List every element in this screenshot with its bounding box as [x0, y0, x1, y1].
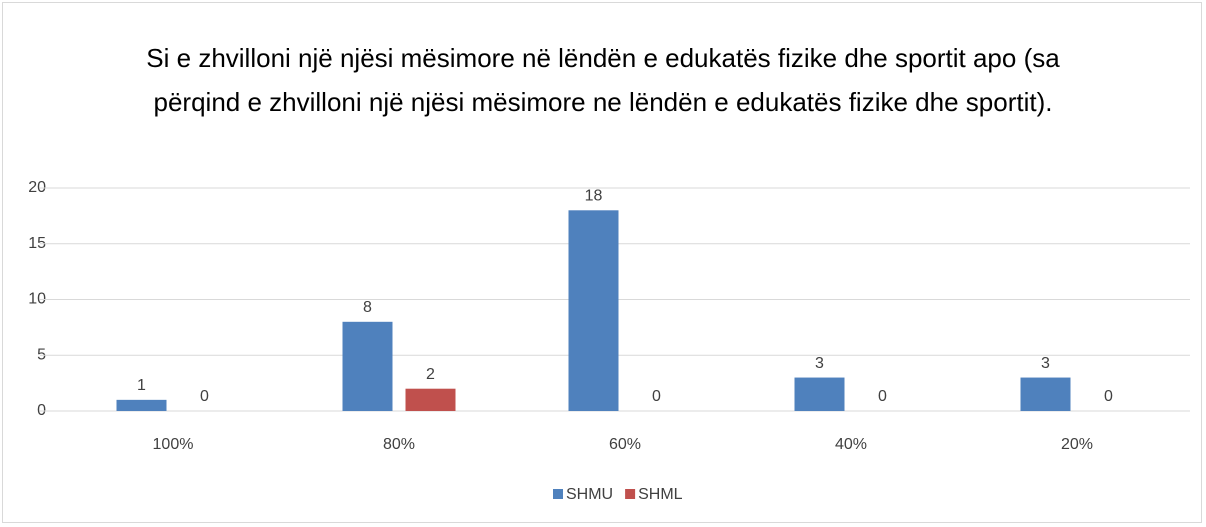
legend-label: SHMU — [566, 486, 613, 503]
data-label: 2 — [426, 366, 435, 383]
bar — [116, 399, 167, 411]
x-tick-label: 20% — [1061, 436, 1093, 453]
y-tick-label: 20 — [28, 179, 46, 196]
chart-title: Si e zhvilloni një njësi mësimore në lën… — [146, 43, 1060, 117]
data-label: 1 — [137, 377, 146, 394]
data-label: 3 — [1041, 355, 1050, 372]
bar — [794, 377, 845, 411]
y-tick-label: 10 — [28, 291, 46, 308]
x-tick-label: 80% — [383, 436, 415, 453]
x-tick-label: 100% — [153, 436, 194, 453]
legend-label: SHML — [638, 486, 683, 503]
data-label: 0 — [200, 388, 209, 405]
x-tick-label: 60% — [609, 436, 641, 453]
bar — [568, 210, 619, 411]
data-label: 18 — [585, 188, 603, 205]
y-tick-label: 15 — [28, 235, 46, 252]
legend-swatch — [553, 489, 563, 499]
data-label: 8 — [363, 299, 372, 316]
bar — [342, 321, 393, 411]
data-label: 3 — [815, 355, 824, 372]
data-label: 0 — [1104, 388, 1113, 405]
legend-swatch — [625, 489, 636, 499]
bar — [1020, 377, 1071, 411]
data-label: 0 — [652, 388, 661, 405]
data-label: 0 — [878, 388, 887, 405]
x-tick-label: 40% — [835, 436, 867, 453]
bar — [405, 388, 456, 411]
